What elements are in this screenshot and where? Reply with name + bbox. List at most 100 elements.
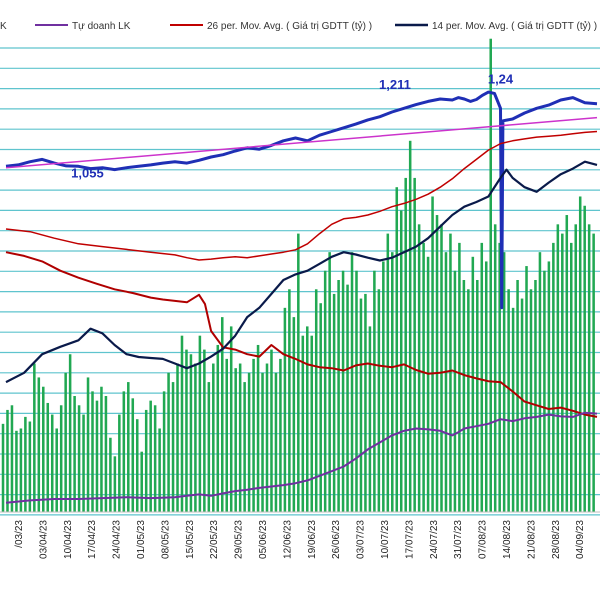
bar xyxy=(64,372,67,512)
bar xyxy=(404,177,407,513)
bar xyxy=(238,363,242,512)
bar xyxy=(288,289,291,512)
bar xyxy=(377,289,381,512)
legend-entry: 14 per. Mov. Avg. ( Giá trị GDTT (tỷ) ) xyxy=(432,20,597,32)
bar xyxy=(131,398,135,512)
bar xyxy=(176,363,179,512)
x-tick-label: 10/04/23 xyxy=(63,520,74,559)
bar xyxy=(42,386,45,512)
annotations: 1,055 1,211 1,24 xyxy=(71,71,514,180)
series-line-lower-red xyxy=(5,251,598,418)
x-tick-label: 21/08/23 xyxy=(526,520,537,559)
series-line-index-line xyxy=(5,90,598,310)
x-tick-label: 19/06/23 xyxy=(307,520,318,559)
bar xyxy=(37,377,41,512)
bar xyxy=(185,349,188,512)
bar xyxy=(68,354,72,512)
bar xyxy=(104,396,108,512)
x-tick-label: 28/08/23 xyxy=(551,520,562,559)
bar xyxy=(109,437,112,512)
bar xyxy=(28,421,32,512)
bar xyxy=(578,196,582,513)
bar xyxy=(274,372,278,512)
bar xyxy=(198,335,202,512)
bar xyxy=(561,233,564,512)
bar xyxy=(413,177,416,513)
bar xyxy=(426,256,430,512)
bar xyxy=(77,405,81,512)
bar xyxy=(135,419,139,512)
bar xyxy=(1,423,5,512)
bar xyxy=(440,224,443,512)
bar xyxy=(234,368,237,512)
x-tick-label: /03/23 xyxy=(14,520,25,548)
bar xyxy=(229,326,233,512)
x-tick-label: 14/08/23 xyxy=(502,520,513,559)
bar xyxy=(391,252,394,512)
bar xyxy=(220,317,224,512)
bar xyxy=(306,326,309,512)
bar xyxy=(256,344,260,512)
bar xyxy=(19,428,23,512)
legend-entry: Tự doanh LK xyxy=(72,21,131,32)
bar xyxy=(33,363,36,512)
bar xyxy=(386,233,390,512)
bar xyxy=(203,349,206,512)
x-tick-label: 07/08/23 xyxy=(478,520,489,559)
x-tick-label: 29/05/23 xyxy=(234,520,245,559)
bar xyxy=(368,326,372,512)
bar xyxy=(95,400,99,512)
data-label: 1,055 xyxy=(71,165,104,180)
bar xyxy=(86,377,90,512)
bar xyxy=(158,428,161,512)
x-tick-label: 12/06/23 xyxy=(282,520,293,559)
bar xyxy=(525,266,528,512)
bar xyxy=(50,414,54,512)
bar xyxy=(373,270,376,512)
bar xyxy=(507,289,510,512)
bar xyxy=(534,280,537,512)
bar xyxy=(453,270,457,512)
bar xyxy=(297,233,300,512)
bar xyxy=(332,293,336,512)
bars xyxy=(1,38,595,513)
x-tick-label: 26/06/23 xyxy=(331,520,342,559)
x-tick-label: 01/05/23 xyxy=(136,520,147,559)
series-line-gdtt-ma26 xyxy=(5,130,598,261)
bar xyxy=(471,256,475,512)
x-tick-label: 31/07/23 xyxy=(453,520,464,559)
bar xyxy=(399,210,403,512)
bar xyxy=(127,382,130,512)
bar xyxy=(243,382,246,512)
bar xyxy=(359,298,363,512)
bar xyxy=(547,261,551,512)
bar xyxy=(24,416,27,512)
bar xyxy=(167,372,170,512)
bar xyxy=(569,242,573,512)
bar xyxy=(493,224,497,512)
bar xyxy=(153,405,157,512)
bar xyxy=(270,349,273,512)
bar xyxy=(449,233,452,512)
bar xyxy=(552,242,555,512)
bar xyxy=(489,38,492,512)
bar xyxy=(422,242,425,512)
bar xyxy=(207,382,211,512)
bar xyxy=(543,270,546,512)
bar xyxy=(502,252,506,512)
bar xyxy=(395,187,399,512)
bar xyxy=(189,354,193,512)
data-label: 1,211 xyxy=(379,77,411,92)
legend-entry: K xyxy=(0,21,7,32)
bar xyxy=(529,289,533,512)
bar xyxy=(556,224,560,512)
bar xyxy=(431,196,434,513)
bar xyxy=(341,270,345,512)
bar xyxy=(511,307,515,512)
bar xyxy=(382,261,385,512)
x-tick-label: 03/04/23 xyxy=(38,520,49,559)
bar xyxy=(73,396,76,512)
bar xyxy=(310,335,314,512)
bar xyxy=(435,215,439,513)
